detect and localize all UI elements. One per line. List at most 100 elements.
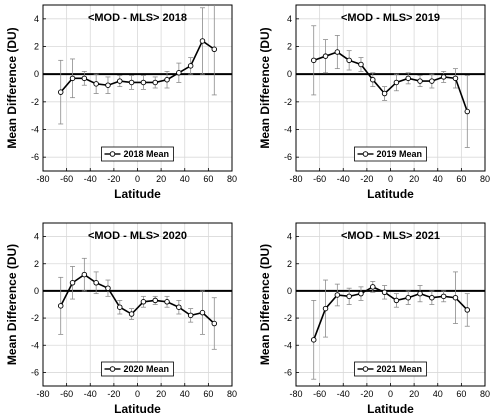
x-tick-label: -60 — [60, 389, 73, 399]
y-tick-label: -4 — [284, 340, 292, 350]
y-tick-label: 2 — [287, 259, 292, 269]
x-tick-label: -40 — [337, 174, 350, 184]
data-point — [429, 294, 435, 301]
y-axis-label: Mean Difference (DU) — [5, 27, 19, 148]
data-point — [164, 76, 170, 83]
data-point — [187, 312, 194, 319]
data-point — [452, 294, 459, 301]
data-point — [346, 293, 352, 300]
data-point — [199, 309, 206, 316]
data-point — [152, 297, 158, 304]
data-point — [322, 53, 329, 59]
legend-label: 2021 Mean — [377, 364, 423, 374]
data-point — [211, 46, 218, 53]
data-point — [81, 271, 88, 278]
x-tick-label: 80 — [480, 389, 490, 399]
x-tick-label: -40 — [84, 174, 97, 184]
x-tick-label: 80 — [480, 174, 490, 184]
x-tick-label: 0 — [388, 389, 393, 399]
data-point — [93, 81, 99, 87]
y-axis-label: Mean Difference (DU) — [258, 244, 272, 365]
x-tick-label: -60 — [313, 389, 326, 399]
data-point — [105, 82, 111, 88]
x-tick-label: 40 — [180, 389, 190, 399]
legend-marker — [362, 151, 369, 157]
x-axis-label: Latitude — [367, 402, 414, 416]
data-point — [199, 38, 206, 44]
data-point — [152, 79, 158, 86]
data-point — [429, 78, 435, 84]
y-tick-label: -6 — [284, 367, 292, 377]
data-point — [57, 303, 64, 309]
data-point — [140, 79, 147, 86]
data-point — [128, 311, 135, 317]
y-tick-label: -2 — [31, 313, 39, 323]
x-tick-label: -80 — [36, 174, 49, 184]
panel-title: <MOD - MLS> 2018 — [88, 12, 187, 24]
x-tick-label: -60 — [60, 174, 73, 184]
x-tick-label: 20 — [156, 174, 166, 184]
data-point — [69, 75, 76, 82]
data-point — [393, 79, 400, 86]
y-axis-label: Mean Difference (DU) — [258, 27, 272, 148]
y-tick-label: 4 — [34, 14, 39, 24]
y-tick-label: -4 — [284, 125, 292, 135]
y-tick-label: -6 — [31, 152, 39, 162]
y-tick-label: 2 — [34, 42, 39, 52]
data-point — [176, 304, 182, 310]
data-point — [69, 280, 76, 286]
y-tick-label: -6 — [284, 152, 292, 162]
data-point — [117, 78, 123, 84]
x-axis-label: Latitude — [114, 402, 161, 416]
data-point — [81, 75, 88, 82]
data-point — [93, 280, 99, 286]
panel-title: <MOD - MLS> 2020 — [88, 230, 187, 242]
panel-title: <MOD - MLS> 2019 — [341, 12, 440, 24]
data-point — [417, 290, 423, 297]
y-tick-label: 2 — [34, 259, 39, 269]
data-point — [464, 108, 471, 115]
x-tick-label: -20 — [360, 389, 373, 399]
y-tick-label: 0 — [287, 69, 292, 79]
legend-label: 2020 Mean — [124, 364, 170, 374]
y-tick-label: -2 — [31, 97, 39, 107]
data-point — [370, 284, 376, 290]
legend-marker — [109, 366, 116, 372]
x-tick-label: -20 — [360, 174, 373, 184]
data-point — [128, 79, 135, 86]
x-tick-label: 80 — [227, 389, 237, 399]
y-tick-label: -2 — [284, 313, 292, 323]
x-tick-label: -80 — [289, 389, 302, 399]
data-point — [452, 75, 459, 82]
data-point — [417, 78, 423, 84]
data-point — [346, 57, 352, 64]
data-point — [310, 57, 317, 64]
x-tick-label: 60 — [456, 389, 466, 399]
legend-box — [354, 361, 427, 377]
data-point — [322, 305, 329, 312]
y-tick-label: -4 — [31, 125, 39, 135]
data-point — [211, 320, 218, 327]
x-tick-label: 0 — [135, 389, 140, 399]
data-point — [393, 297, 400, 304]
data-point — [370, 76, 376, 83]
y-tick-label: 2 — [287, 42, 292, 52]
x-tick-label: 60 — [203, 389, 213, 399]
panel-title: <MOD - MLS> 2021 — [341, 230, 440, 242]
y-tick-label: 4 — [34, 232, 39, 242]
data-point — [464, 307, 471, 313]
legend-label: 2019 Mean — [377, 149, 423, 159]
data-point — [381, 289, 388, 296]
x-tick-label: 40 — [180, 174, 190, 184]
x-axis-label: Latitude — [114, 187, 161, 201]
x-tick-label: 60 — [203, 174, 213, 184]
x-tick-label: 20 — [156, 389, 166, 399]
data-point — [405, 294, 411, 301]
x-tick-label: 0 — [135, 174, 140, 184]
x-tick-label: -20 — [107, 389, 120, 399]
data-point — [164, 299, 170, 305]
